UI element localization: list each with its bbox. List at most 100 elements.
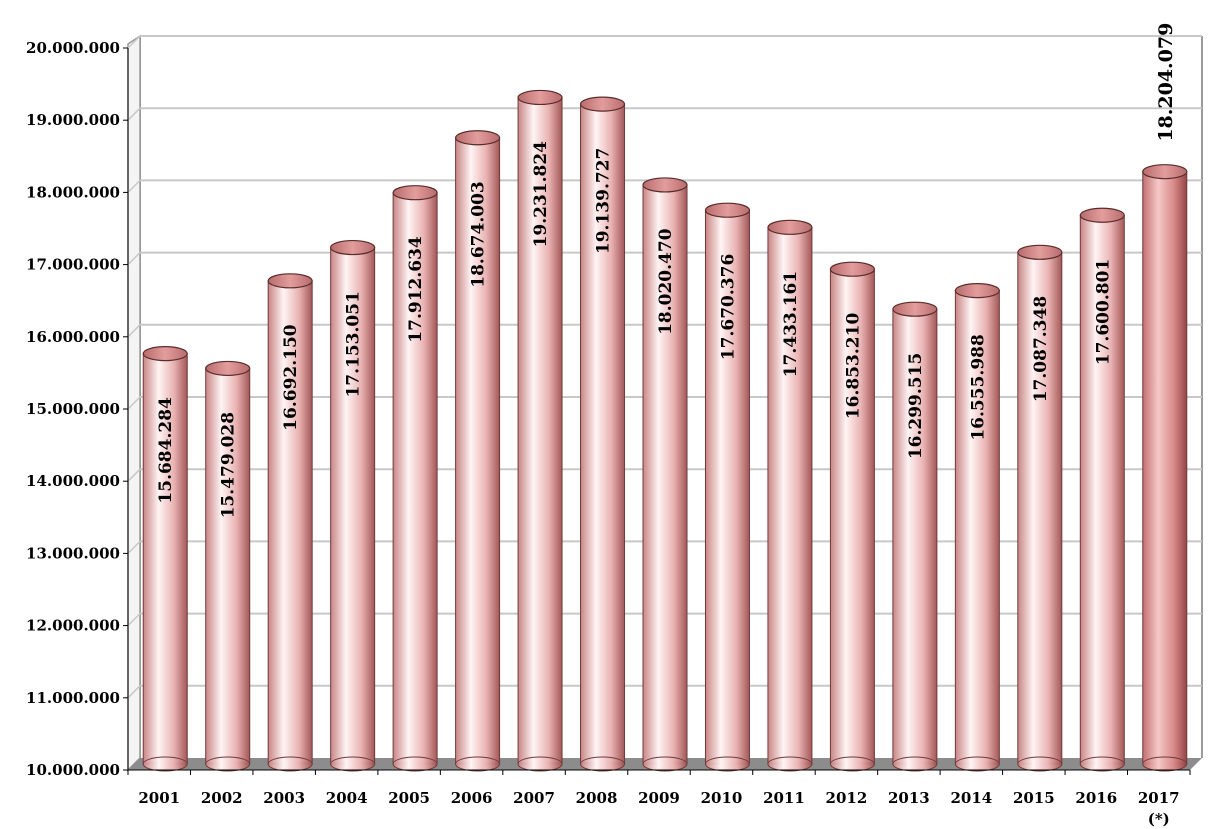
y-tick-label: 16.000.000: [26, 328, 120, 346]
gridline-side: [127, 685, 141, 699]
bar-body: [1017, 251, 1063, 765]
data-label: 16.555.988: [968, 334, 988, 440]
bar-2016: [1079, 207, 1125, 772]
gridline-side: [127, 324, 141, 338]
x-tick-label: 2015: [1013, 789, 1055, 807]
x-tick-footnote: (*): [1148, 810, 1170, 828]
bar-top-cap: [767, 219, 813, 235]
bar-top-cap: [892, 301, 938, 317]
bar-base-fill: [519, 762, 562, 765]
bar-top-cap: [704, 202, 751, 218]
gridline-side: [127, 540, 141, 554]
bar-top-cap: [954, 283, 1000, 299]
bar-base-fill: [1018, 762, 1061, 765]
bar-2010: [704, 202, 751, 772]
y-tick-label: 11.000.000: [26, 689, 120, 707]
x-tick-label: 2007: [513, 789, 555, 807]
x-tick-label: 2010: [701, 789, 743, 807]
bars: [142, 89, 1188, 772]
x-tick-label: 2008: [576, 789, 618, 807]
gridline-side: [127, 613, 141, 627]
bar-2001: [142, 345, 188, 772]
data-label: 17.433.161: [781, 271, 801, 377]
gridline-side: [127, 35, 141, 49]
bar-base-fill: [331, 762, 374, 765]
bar-base-fill: [144, 762, 187, 765]
bar-top-cap: [267, 273, 313, 289]
gridline-side: [127, 396, 141, 410]
bar-top-cap: [1017, 244, 1063, 260]
data-label: 17.153.051: [344, 291, 364, 397]
bar-2004: [330, 239, 376, 772]
x-tick-label: 2005: [388, 789, 430, 807]
bar-2017: [1142, 164, 1188, 772]
data-label: 19.139.727: [594, 148, 614, 254]
y-tick-label: 13.000.000: [26, 544, 120, 562]
gridline-side: [127, 252, 141, 266]
bar-top-cap: [330, 239, 376, 256]
bar-body: [330, 247, 376, 765]
data-labels: 15.684.284 15.479.028 16.692.150 17.153.051…: [156, 23, 1177, 519]
data-label: 17.087.348: [1031, 296, 1051, 402]
bar-top-cap: [829, 261, 876, 277]
x-tick-label: 2017: [1138, 789, 1180, 807]
x-tick-label: 2004: [326, 789, 368, 807]
data-label: 16.692.150: [281, 324, 301, 431]
bar-body: [704, 209, 750, 765]
x-tick-label: 2013: [888, 789, 930, 807]
bar-body: [767, 226, 813, 765]
bar-body: [517, 96, 563, 765]
bar-top-cap: [392, 185, 438, 201]
data-label: 18.020.470: [656, 228, 676, 335]
bar-2003: [267, 273, 313, 772]
bar-top-cap: [454, 130, 501, 146]
bar-base-fill: [644, 762, 686, 765]
data-label: 16.299.515: [906, 353, 926, 459]
bar-2014: [954, 283, 1000, 772]
bar-2007: [517, 89, 563, 772]
data-label: 18.204.079: [1155, 23, 1177, 142]
gridline-side: [127, 107, 141, 121]
x-tick-label: 2016: [1075, 789, 1117, 807]
x-tick-label: 2009: [638, 789, 680, 807]
bar-2013: [892, 301, 938, 772]
bar-body: [642, 184, 688, 765]
bar-2011: [767, 219, 813, 772]
bar-2002: [205, 360, 251, 772]
data-label: 17.912.634: [406, 236, 426, 343]
gridline-side: [127, 179, 141, 193]
bar-base-fill: [831, 762, 874, 765]
bar-2005: [392, 185, 438, 772]
bar-body: [1142, 171, 1188, 765]
bar-top-cap: [1079, 207, 1125, 223]
bar-top-cap: [642, 177, 688, 193]
bar-body: [455, 137, 501, 765]
bar-top-cap: [205, 360, 251, 377]
bar-base-fill: [768, 762, 811, 765]
bar-base-fill: [394, 762, 437, 765]
x-tick-label: 2003: [263, 789, 305, 807]
bar-2009: [642, 177, 688, 772]
bar-body: [205, 367, 251, 765]
x-axis: 2001 2002 2003 2004 2005 2006 2007 2008 2009 2010…: [127, 769, 1191, 828]
bar-2015: [1017, 244, 1063, 772]
data-label: 15.684.284: [156, 397, 176, 504]
x-tick-label: 2011: [763, 789, 805, 807]
data-label: 17.670.376: [718, 254, 738, 360]
y-axis: 10.000.000 11.000.000 12.000.000 13.000.000…: [26, 39, 129, 779]
x-tick-label: 2012: [826, 789, 868, 807]
x-tick-label: 2014: [950, 789, 992, 807]
bar-base-fill: [456, 762, 499, 765]
data-label: 15.479.028: [219, 412, 239, 518]
bar-base-fill: [1081, 762, 1124, 765]
bar-top-cap: [579, 96, 626, 112]
y-tick-label: 20.000.000: [26, 39, 120, 57]
bar-top-cap: [517, 89, 563, 106]
bar-body: [267, 280, 313, 765]
bar-base-fill: [581, 762, 624, 765]
x-tick-label: 2006: [451, 789, 493, 807]
bar-2012: [829, 261, 876, 772]
y-tick-label: 10.000.000: [26, 761, 120, 779]
y-tick-label: 15.000.000: [26, 400, 120, 418]
